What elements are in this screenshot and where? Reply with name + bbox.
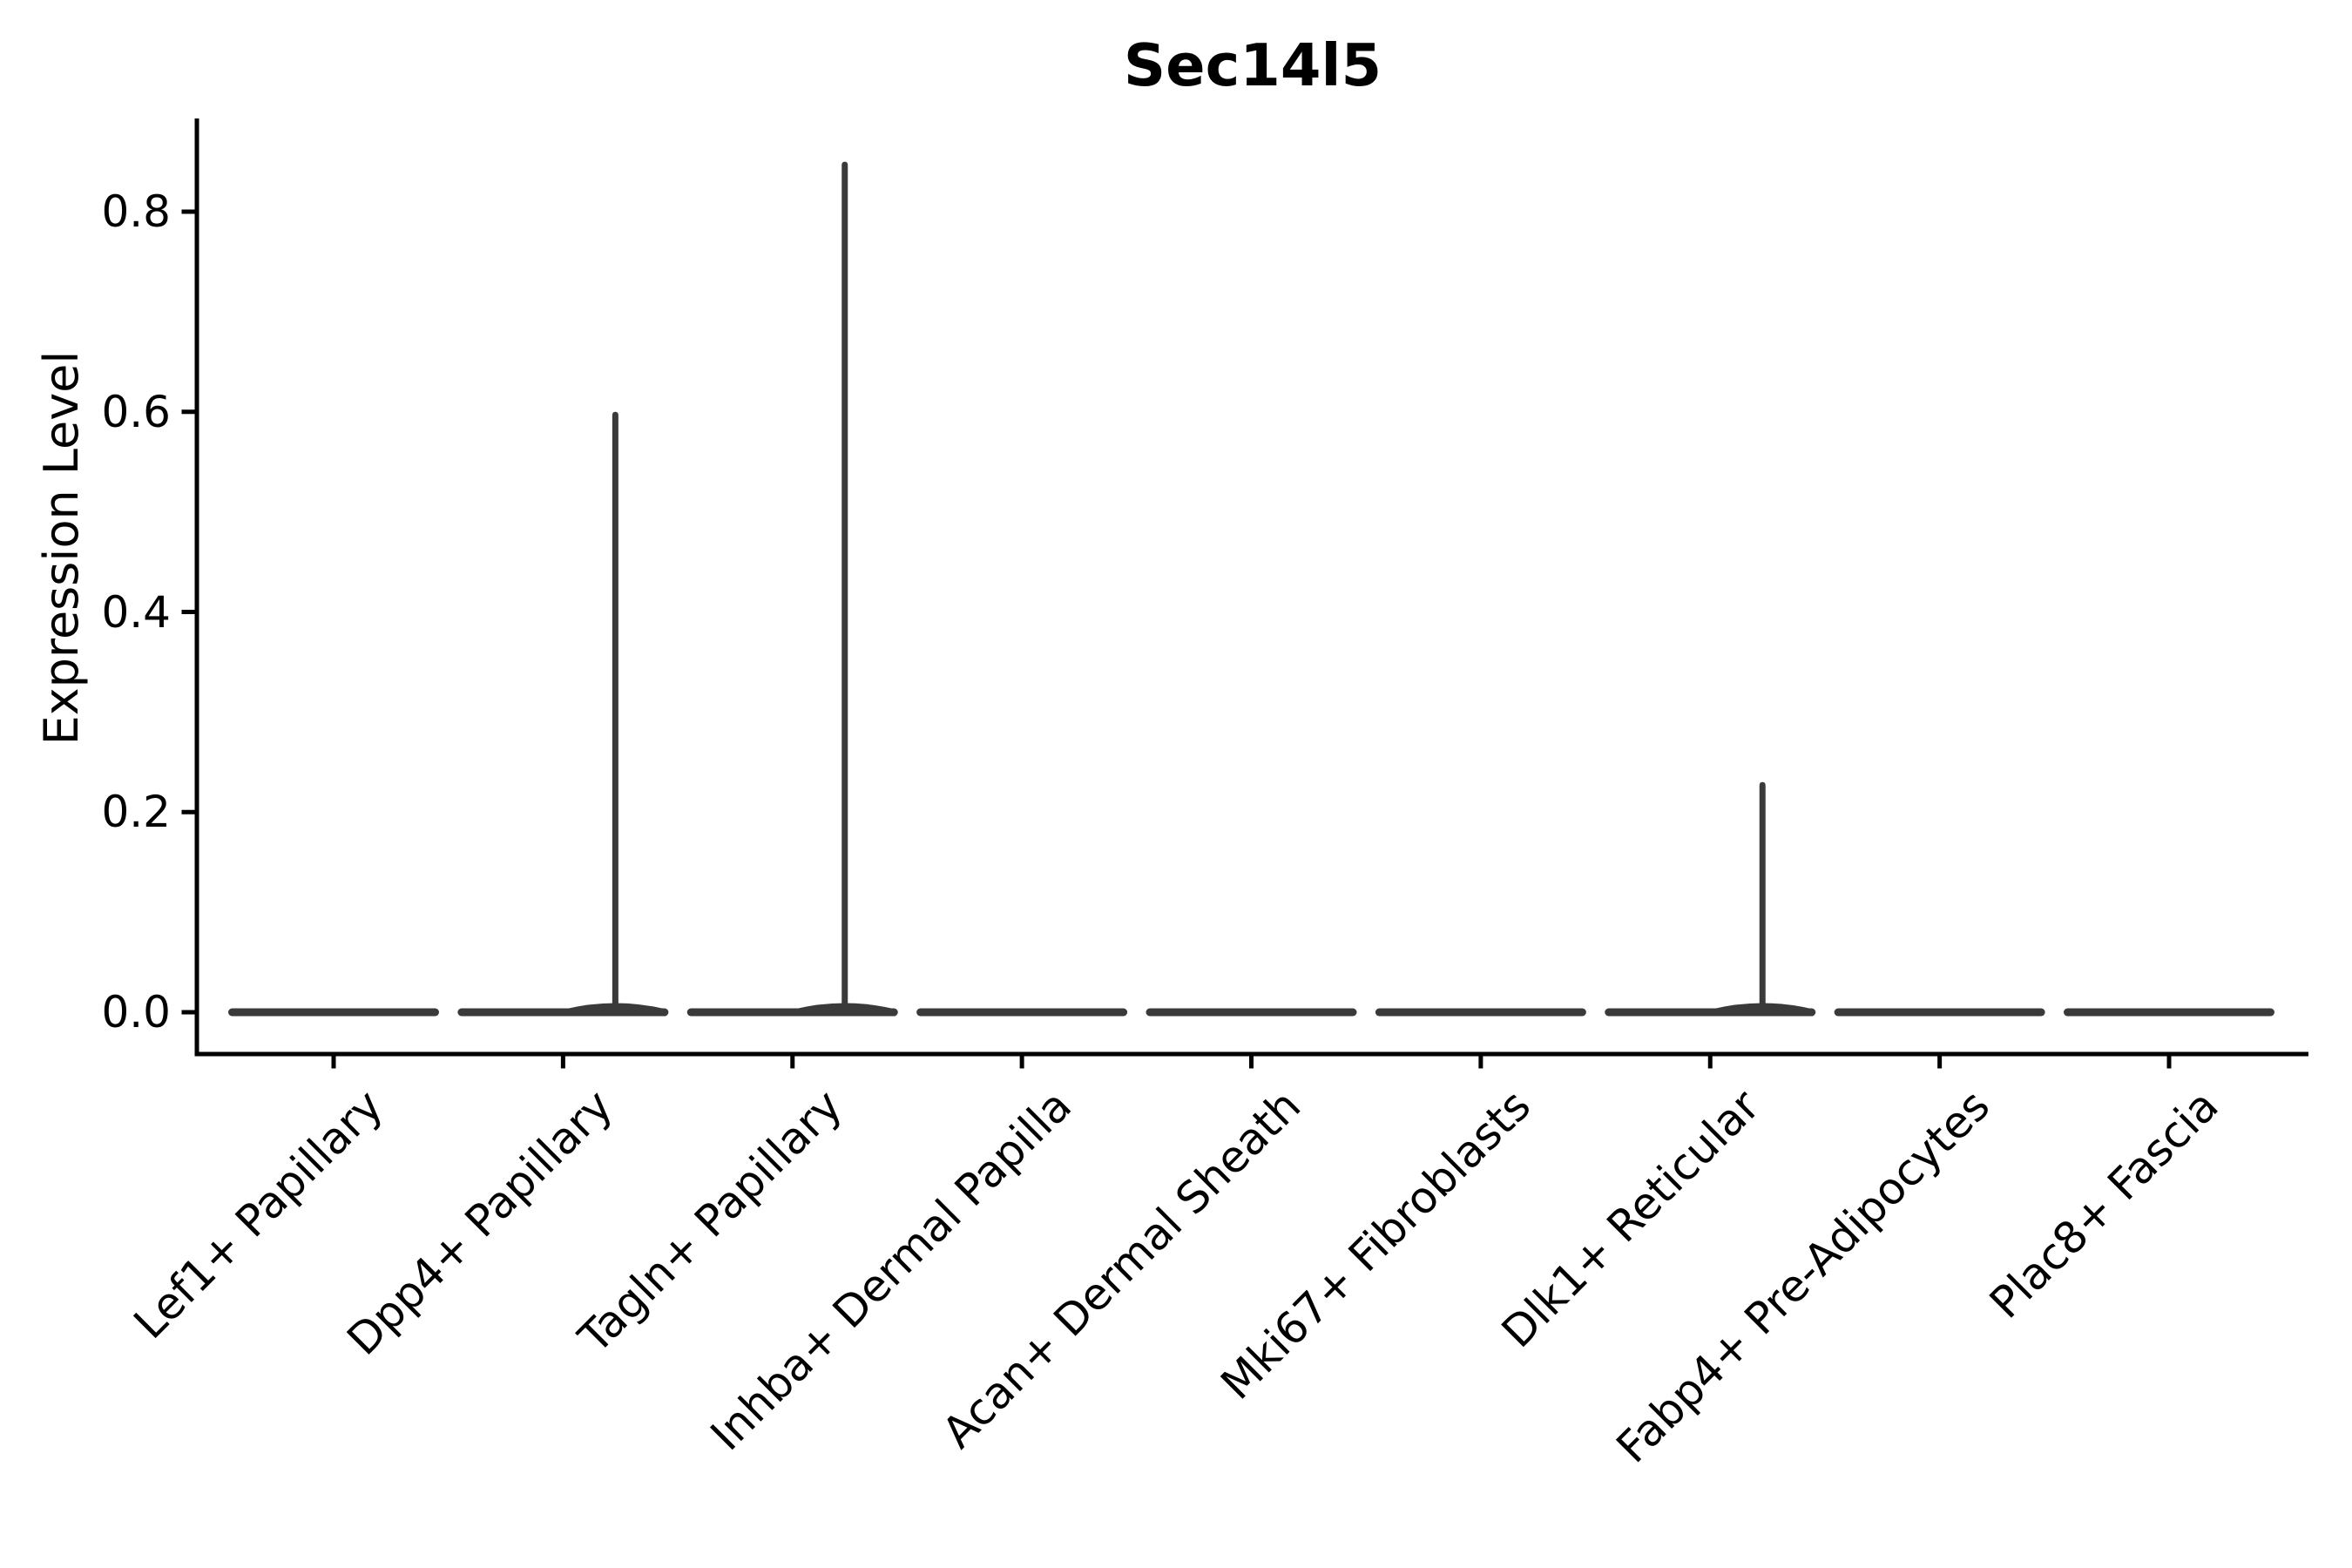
- x-tick-mark: [1478, 1055, 1484, 1069]
- y-tick-label: 0.2: [101, 787, 171, 838]
- y-tick-label: 0.8: [101, 186, 171, 237]
- violin-body: [1834, 1008, 2045, 1017]
- violin-body: [228, 1008, 439, 1017]
- x-tick-mark: [1249, 1055, 1254, 1069]
- chart-title: Sec14l5: [1123, 31, 1382, 99]
- x-tick-mark: [790, 1055, 795, 1069]
- x-tick-mark: [1707, 1055, 1713, 1069]
- violin-tail-spike: [1759, 781, 1766, 1012]
- y-tick-label: 0.4: [101, 586, 171, 638]
- y-tick-label: 0.6: [101, 386, 171, 437]
- x-tick-mark: [1019, 1055, 1024, 1069]
- violin-body: [2064, 1008, 2274, 1017]
- y-tick-mark: [181, 409, 195, 415]
- y-tick-mark: [181, 809, 195, 814]
- violin-body: [1375, 1008, 1586, 1017]
- y-axis-spine: [194, 118, 199, 1057]
- x-tick-mark: [1937, 1055, 1943, 1069]
- x-tick-mark: [331, 1055, 336, 1069]
- violin-body: [916, 1008, 1128, 1017]
- y-tick-mark: [181, 209, 195, 214]
- y-tick-label: 0.0: [101, 987, 171, 1037]
- x-tick-mark: [2166, 1055, 2172, 1069]
- y-tick-mark: [181, 610, 195, 614]
- y-tick-mark: [181, 1010, 195, 1015]
- violin-tail-spike: [841, 161, 848, 1012]
- x-tick-mark: [560, 1055, 565, 1069]
- x-axis-spine: [194, 1051, 2308, 1057]
- violin-body: [1146, 1008, 1357, 1017]
- violin-tail-spike: [612, 411, 618, 1012]
